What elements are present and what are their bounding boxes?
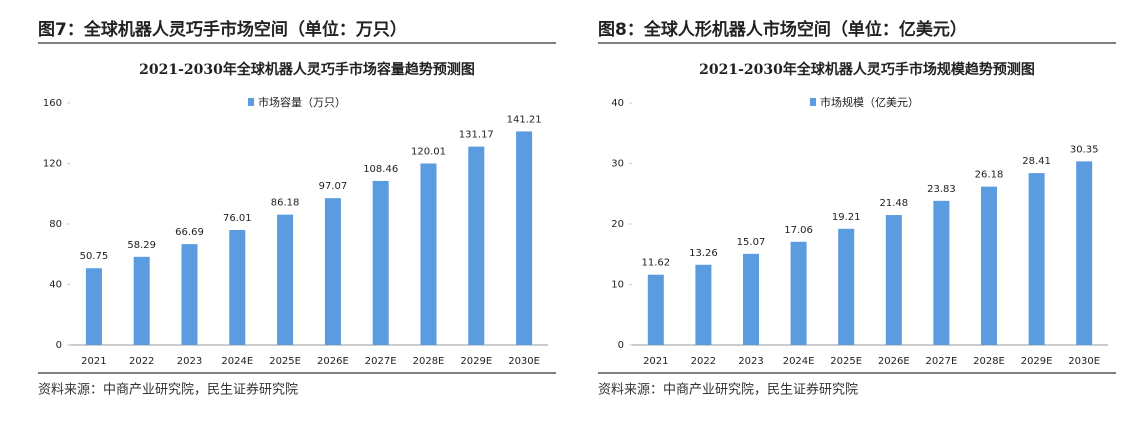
- y-tick-label: 120: [43, 159, 62, 170]
- data-label: 17.06: [784, 225, 813, 236]
- x-tick-label: 2022: [691, 356, 716, 367]
- chart-title: 2021-2030年全球机器人灵巧手市场容量趋势预测图: [139, 61, 475, 78]
- bar: [468, 146, 485, 345]
- data-label: 131.17: [459, 130, 494, 141]
- y-tick-label: 40: [611, 98, 624, 109]
- y-tick-label: 0: [618, 340, 624, 351]
- x-tick-label: 2021: [81, 356, 106, 367]
- data-label: 86.18: [271, 198, 300, 209]
- bar: [1076, 161, 1093, 345]
- bar: [372, 180, 389, 345]
- x-tick-label: 2022: [129, 356, 154, 367]
- bar: [885, 215, 902, 345]
- data-label: 120.01: [411, 146, 446, 157]
- y-tick-label: 10: [611, 280, 624, 291]
- bar: [790, 241, 807, 345]
- data-label: 11.62: [641, 258, 670, 269]
- data-label: 26.18: [975, 170, 1004, 181]
- data-label: 19.21: [832, 212, 861, 223]
- bar: [420, 163, 437, 345]
- x-tick-label: 2027E: [365, 356, 397, 367]
- data-label: 13.26: [689, 248, 718, 259]
- x-tick-label: 2026E: [878, 356, 910, 367]
- x-tick-label: 2029E: [1021, 356, 1053, 367]
- chart-title: 2021-2030年全球机器人灵巧手市场规模趋势预测图: [699, 61, 1035, 78]
- bar: [1028, 173, 1045, 345]
- source: 资料来源：中商产业研究院，民生证券研究院: [38, 382, 298, 398]
- bar: [324, 198, 341, 345]
- legend-label: 市场容量（万只）: [258, 95, 346, 109]
- figure-caption: 图7：全球机器人灵巧手市场空间（单位：万只）: [38, 19, 407, 40]
- figure-caption: 图8：全球人形机器人市场空间（单位：亿美元）: [598, 19, 967, 40]
- x-tick-label: 2028E: [413, 356, 445, 367]
- x-tick-label: 2023: [177, 356, 202, 367]
- data-label: 66.69: [175, 227, 204, 238]
- x-tick-label: 2028E: [973, 356, 1005, 367]
- x-tick-label: 2025E: [830, 356, 862, 367]
- bar: [133, 256, 150, 345]
- x-tick-label: 2030E: [508, 356, 540, 367]
- data-label: 23.83: [927, 184, 956, 195]
- x-tick-label: 2026E: [317, 356, 349, 367]
- data-label: 28.41: [1022, 156, 1051, 167]
- legend-swatch: [248, 98, 254, 106]
- y-tick-label: 160: [43, 98, 62, 109]
- data-label: 141.21: [507, 114, 542, 125]
- data-label: 58.29: [127, 240, 156, 251]
- y-tick-label: 80: [49, 219, 62, 230]
- x-tick-label: 2024E: [221, 356, 253, 367]
- source: 资料来源：中商产业研究院，民生证券研究院: [598, 382, 858, 398]
- x-tick-label: 2025E: [269, 356, 301, 367]
- x-tick-label: 2029E: [460, 356, 492, 367]
- x-tick-label: 2030E: [1068, 356, 1100, 367]
- bar: [181, 244, 198, 345]
- x-tick-label: 2024E: [783, 356, 815, 367]
- bar: [933, 200, 950, 345]
- x-tick-label: 2023: [738, 356, 763, 367]
- data-label: 15.07: [737, 237, 766, 248]
- bar: [277, 214, 294, 345]
- x-tick-label: 2021: [643, 356, 668, 367]
- bar: [743, 253, 759, 345]
- bar: [695, 264, 712, 345]
- bar: [85, 268, 102, 345]
- bar: [647, 274, 664, 345]
- y-tick-label: 20: [611, 219, 624, 230]
- bar: [229, 230, 246, 345]
- bar: [838, 228, 855, 345]
- data-label: 21.48: [879, 198, 908, 209]
- data-label: 50.75: [80, 251, 109, 262]
- y-tick-label: 0: [56, 340, 62, 351]
- y-tick-label: 30: [611, 159, 624, 170]
- x-tick-label: 2027E: [926, 356, 958, 367]
- data-label: 97.07: [319, 181, 348, 192]
- y-tick-label: 40: [49, 280, 62, 291]
- bar: [516, 131, 533, 345]
- data-label: 108.46: [363, 164, 398, 175]
- bar: [981, 186, 997, 345]
- data-label: 76.01: [223, 213, 252, 224]
- legend-label: 市场规模（亿美元）: [820, 95, 919, 109]
- data-label: 30.35: [1070, 144, 1099, 155]
- legend-swatch: [810, 98, 816, 106]
